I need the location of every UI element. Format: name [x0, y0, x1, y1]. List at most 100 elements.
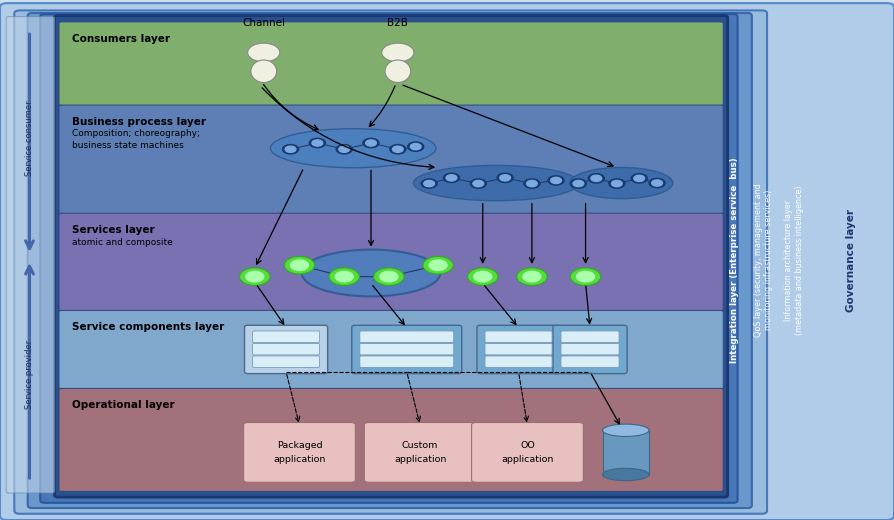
Circle shape [392, 146, 403, 152]
Circle shape [423, 256, 453, 274]
FancyBboxPatch shape [59, 105, 723, 214]
FancyBboxPatch shape [59, 388, 723, 491]
Ellipse shape [270, 128, 436, 167]
Circle shape [497, 173, 513, 183]
Text: Composition; choreography;: Composition; choreography; [72, 129, 200, 138]
Ellipse shape [570, 167, 672, 199]
Circle shape [329, 268, 359, 285]
Circle shape [652, 180, 662, 186]
Bar [603, 431, 649, 474]
Circle shape [631, 174, 647, 183]
FancyBboxPatch shape [252, 356, 319, 367]
Circle shape [380, 271, 398, 282]
FancyBboxPatch shape [485, 343, 552, 355]
Circle shape [291, 260, 308, 270]
FancyBboxPatch shape [245, 326, 328, 373]
Circle shape [570, 268, 601, 285]
Text: Integration layer (Enterprise service  bus): Integration layer (Enterprise service bu… [730, 157, 739, 363]
Circle shape [527, 180, 537, 187]
Circle shape [424, 180, 434, 187]
Text: Packaged: Packaged [276, 440, 323, 450]
FancyBboxPatch shape [40, 14, 738, 503]
Text: Services layer: Services layer [72, 225, 155, 235]
Circle shape [366, 140, 376, 146]
Circle shape [523, 271, 541, 282]
Circle shape [309, 138, 325, 148]
FancyBboxPatch shape [14, 10, 767, 514]
FancyBboxPatch shape [561, 331, 620, 342]
Text: atomic and composite: atomic and composite [72, 238, 173, 246]
FancyBboxPatch shape [485, 356, 552, 367]
Text: Information architecture layer
(metadata and business intelligence): Information architecture layer (metadata… [784, 185, 804, 335]
Circle shape [446, 175, 457, 181]
Circle shape [240, 268, 270, 285]
FancyBboxPatch shape [561, 356, 620, 367]
Circle shape [588, 174, 604, 183]
FancyBboxPatch shape [6, 17, 55, 493]
Circle shape [443, 173, 460, 183]
Circle shape [339, 146, 350, 152]
Circle shape [468, 268, 498, 285]
Text: Service components layer: Service components layer [72, 322, 224, 332]
Ellipse shape [302, 250, 440, 296]
Text: Service provider: Service provider [25, 340, 34, 409]
FancyBboxPatch shape [359, 343, 454, 355]
Circle shape [408, 142, 424, 151]
FancyBboxPatch shape [552, 326, 627, 373]
Text: OO: OO [520, 440, 535, 450]
Circle shape [470, 179, 486, 188]
Circle shape [500, 175, 510, 181]
FancyBboxPatch shape [252, 331, 319, 342]
Circle shape [573, 180, 584, 187]
Circle shape [548, 176, 564, 185]
Text: Operational layer: Operational layer [72, 400, 175, 410]
Circle shape [283, 145, 299, 154]
FancyBboxPatch shape [0, 3, 894, 520]
FancyBboxPatch shape [359, 356, 454, 367]
FancyBboxPatch shape [59, 22, 723, 106]
Circle shape [363, 138, 379, 148]
Circle shape [649, 178, 665, 188]
Circle shape [246, 271, 264, 282]
Circle shape [248, 43, 280, 62]
Circle shape [473, 180, 484, 187]
FancyBboxPatch shape [59, 213, 723, 311]
FancyBboxPatch shape [59, 310, 723, 389]
FancyBboxPatch shape [472, 422, 583, 483]
Circle shape [421, 179, 437, 188]
Circle shape [410, 144, 421, 150]
Circle shape [591, 175, 602, 181]
Text: application: application [274, 455, 325, 464]
Circle shape [390, 145, 406, 154]
Circle shape [284, 256, 315, 274]
Circle shape [551, 177, 561, 184]
Text: Channel: Channel [242, 18, 285, 28]
Circle shape [609, 179, 625, 188]
FancyBboxPatch shape [252, 343, 319, 355]
Text: Business process layer: Business process layer [72, 117, 207, 127]
Circle shape [429, 260, 447, 270]
Ellipse shape [603, 424, 649, 436]
FancyBboxPatch shape [561, 343, 620, 355]
Text: Custom: Custom [402, 440, 438, 450]
FancyBboxPatch shape [243, 422, 356, 483]
Circle shape [524, 179, 540, 188]
Text: Consumers layer: Consumers layer [72, 34, 171, 44]
FancyBboxPatch shape [485, 331, 552, 342]
Circle shape [285, 146, 296, 152]
Circle shape [517, 268, 547, 285]
Circle shape [336, 145, 352, 154]
Text: business state machines: business state machines [72, 141, 184, 150]
Ellipse shape [413, 165, 579, 201]
Ellipse shape [251, 60, 276, 83]
FancyBboxPatch shape [359, 331, 454, 342]
Circle shape [577, 271, 595, 282]
Circle shape [374, 268, 404, 285]
Circle shape [382, 43, 414, 62]
Text: application: application [394, 455, 446, 464]
Ellipse shape [603, 469, 649, 480]
Ellipse shape [385, 60, 410, 83]
Circle shape [335, 271, 353, 282]
Circle shape [611, 180, 622, 187]
Circle shape [634, 175, 645, 181]
